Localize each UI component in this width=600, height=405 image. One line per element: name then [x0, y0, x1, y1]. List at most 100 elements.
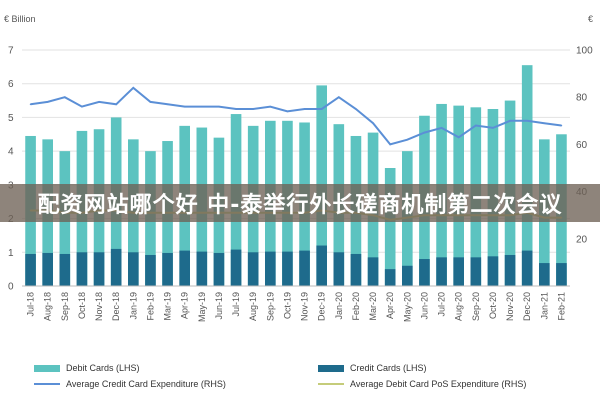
x-tick-label: Jul-19 — [231, 292, 241, 317]
x-tick-label: May-19 — [197, 292, 207, 322]
bar-credit-cards — [282, 251, 293, 286]
point-avg-credit — [303, 108, 306, 110]
line-avg-credit-card-expenditure — [30, 86, 562, 146]
x-tick-label: Jul-20 — [437, 292, 447, 317]
x-tick-label: Jul-18 — [26, 292, 36, 317]
right-tick-label: 80 — [576, 93, 588, 104]
left-tick-label: 4 — [8, 147, 14, 158]
point-avg-credit — [423, 131, 426, 134]
bar-debit-cards — [384, 168, 396, 286]
point-avg-credit — [115, 103, 117, 106]
point-avg-credit — [252, 108, 254, 110]
point-avg-credit — [166, 103, 169, 106]
x-tick-label: Jan-19 — [128, 292, 138, 320]
x-tick-label: Jan-20 — [334, 292, 344, 320]
x-tick-label: Jun-20 — [419, 292, 429, 320]
x-tick-label: Dec-19 — [317, 292, 327, 321]
left-tick-label: 6 — [8, 79, 14, 90]
point-avg-credit — [372, 122, 374, 124]
x-tick-label: Nov-18 — [94, 292, 104, 321]
bar-credit-cards — [247, 252, 259, 286]
left-tick-label: 0 — [8, 282, 14, 293]
x-tick-label: Oct-20 — [488, 292, 498, 319]
x-tick-label: Nov-19 — [300, 292, 310, 321]
bar-group — [25, 65, 567, 287]
point-avg-credit — [320, 108, 323, 110]
overlay-banner: 配资网站哪个好 中-泰举行外长磋商机制第二次会议 — [0, 184, 600, 222]
point-avg-credit — [492, 127, 494, 129]
x-tick-label: Jan-21 — [539, 292, 549, 320]
bar-credit-cards — [162, 252, 173, 286]
x-tick-label: Aug-20 — [454, 292, 464, 321]
axes-group: € Billion€0123456720406080100Jul-18Aug-1… — [4, 14, 593, 322]
point-avg-credit — [526, 120, 528, 122]
x-tick-label: Mar-19 — [163, 292, 173, 321]
bar-credit-cards — [487, 256, 499, 286]
bar-credit-cards — [265, 251, 276, 286]
point-avg-credit — [543, 122, 546, 124]
point-avg-credit — [389, 143, 391, 146]
bar-credit-cards — [299, 250, 310, 286]
x-tick-label: Aug-18 — [43, 292, 53, 321]
bar-credit-cards — [367, 257, 379, 286]
bar-credit-cards — [76, 252, 88, 286]
x-tick-label: Feb-21 — [556, 292, 566, 321]
left-tick-label: 5 — [8, 113, 14, 124]
point-avg-credit — [440, 127, 443, 129]
point-avg-credit — [269, 105, 272, 108]
bar-credit-cards — [128, 252, 139, 286]
bar-credit-cards — [436, 257, 447, 286]
bar-credit-cards — [453, 257, 464, 286]
x-tick-label: Sep-20 — [471, 292, 481, 321]
x-tick-label: Mar-20 — [368, 292, 378, 321]
x-tick-label: Oct-18 — [77, 292, 87, 319]
bar-credit-cards — [504, 254, 516, 286]
bar-credit-cards — [25, 253, 36, 286]
x-tick-label: Jun-19 — [214, 292, 224, 320]
bar-debit-cards — [521, 65, 533, 287]
point-avg-credit — [81, 105, 83, 108]
x-tick-label: Sep-18 — [60, 292, 70, 321]
x-tick-label: Apr-20 — [385, 292, 395, 319]
bar-credit-cards — [521, 250, 533, 286]
bar-credit-cards — [179, 250, 190, 286]
x-tick-label: Feb-20 — [351, 292, 361, 321]
right-tick-label: 60 — [576, 140, 588, 151]
x-tick-label: Nov-20 — [505, 292, 515, 321]
bar-credit-cards — [316, 245, 327, 286]
x-tick-label: Dec-20 — [522, 292, 532, 321]
point-avg-credit — [201, 105, 203, 108]
point-avg-credit — [286, 110, 289, 113]
left-tick-label: 1 — [8, 248, 14, 259]
point-avg-credit — [560, 124, 563, 127]
bar-credit-cards — [384, 269, 396, 286]
bar-credit-cards — [556, 263, 567, 286]
point-avg-credit — [338, 96, 340, 98]
point-avg-credit — [29, 103, 32, 106]
point-avg-credit — [98, 101, 100, 103]
x-tick-label: Dec-18 — [111, 292, 121, 321]
point-avg-credit — [235, 108, 237, 110]
bar-credit-cards — [110, 248, 122, 286]
point-avg-credit — [46, 101, 49, 103]
point-avg-credit — [183, 105, 186, 108]
left-tick-label: 7 — [8, 46, 14, 57]
bar-credit-cards — [470, 257, 482, 286]
bar-credit-cards — [59, 253, 71, 286]
bar-credit-cards — [145, 254, 156, 286]
overlay-banner-text: 配资网站哪个好 中-泰举行外长磋商机制第二次会议 — [37, 193, 563, 218]
point-avg-credit — [218, 105, 220, 108]
point-avg-credit — [457, 136, 460, 139]
point-avg-credit — [509, 120, 511, 122]
point-avg-credit — [64, 96, 66, 98]
x-tick-label: Apr-19 — [180, 292, 190, 319]
right-tick-label: 20 — [576, 234, 588, 245]
x-tick-label: May-20 — [402, 292, 412, 322]
x-tick-label: Oct-19 — [282, 292, 292, 319]
x-tick-label: Aug-19 — [248, 292, 258, 321]
x-tick-label: Sep-19 — [265, 292, 275, 321]
right-axis-label: € — [588, 14, 593, 24]
bar-credit-cards — [350, 253, 362, 286]
point-avg-credit — [475, 124, 477, 127]
bar-credit-cards — [402, 265, 413, 286]
